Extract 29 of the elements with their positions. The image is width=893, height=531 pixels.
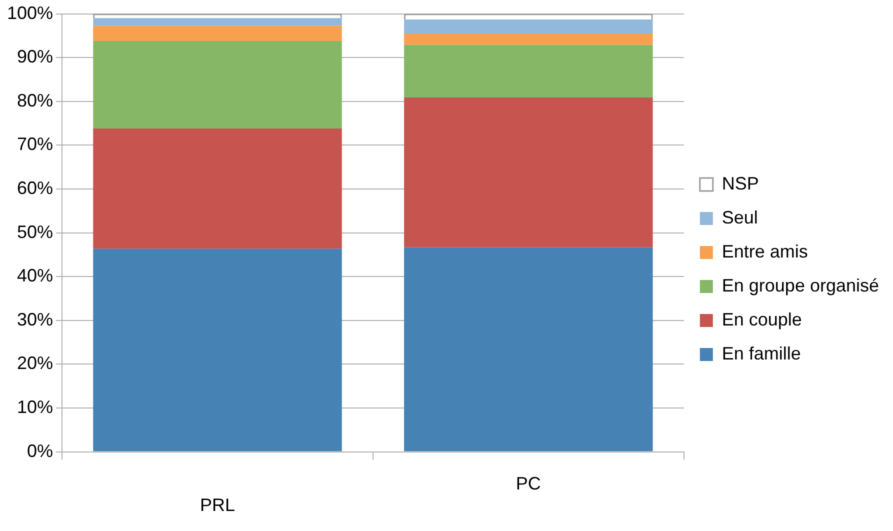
bar	[93, 40, 342, 129]
legend-label: En couple	[722, 309, 802, 330]
bar	[93, 248, 342, 452]
legend-label: En groupe organisé	[722, 275, 880, 296]
bar	[93, 26, 342, 41]
y-tick-label: 40%	[17, 266, 54, 286]
x-tick-label: PC	[516, 474, 541, 494]
legend-label: Seul	[722, 207, 758, 228]
bar	[404, 34, 653, 45]
y-tick-label: 70%	[17, 134, 54, 154]
bar	[404, 44, 653, 98]
bar	[93, 128, 342, 249]
y-tick-label: 0%	[27, 440, 54, 461]
legend-label: En famille	[722, 343, 801, 364]
y-tick-label: 60%	[17, 178, 54, 198]
y-tick-label: 50%	[17, 222, 54, 242]
y-tick-label: 30%	[17, 309, 54, 330]
y-tick-label: 80%	[17, 90, 54, 110]
legend-label: NSP	[722, 173, 759, 194]
y-tick-label: 20%	[17, 353, 54, 374]
y-tick-label: 10%	[17, 396, 54, 417]
bar	[404, 247, 653, 452]
bar	[404, 97, 653, 248]
y-tick-label: 100%	[6, 2, 54, 23]
bar	[404, 19, 653, 34]
legend-label: Entre amis	[722, 241, 808, 262]
y-tick-label: 90%	[17, 46, 54, 67]
bar	[93, 18, 342, 26]
x-tick-label: PRL	[200, 495, 236, 516]
